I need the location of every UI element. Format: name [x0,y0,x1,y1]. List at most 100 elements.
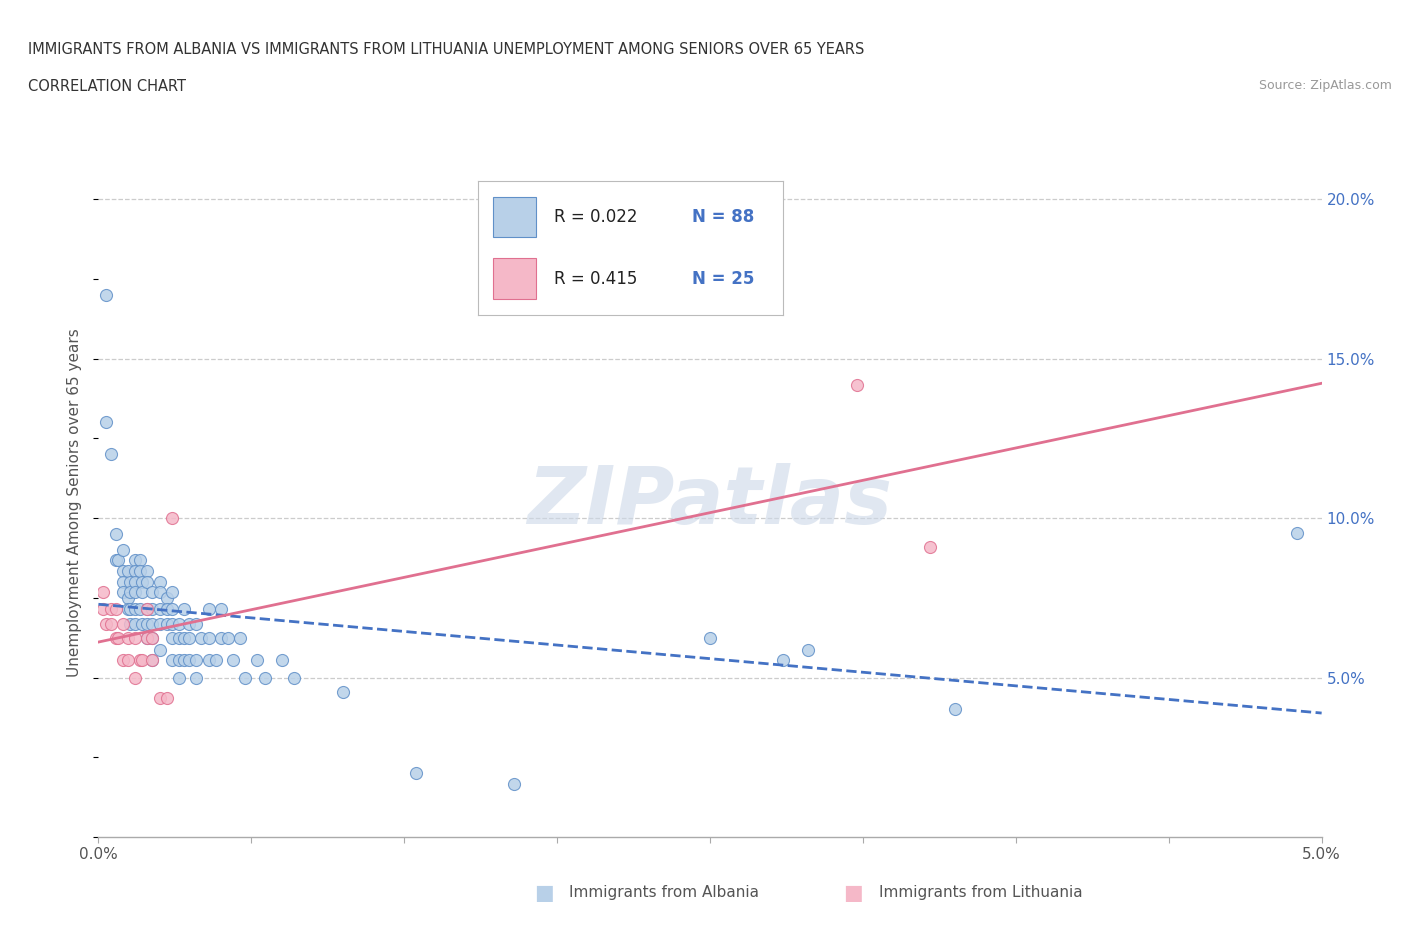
Point [246,652,269,667]
Point [124,602,146,617]
Point [117,591,139,605]
Point [111,584,134,599]
Text: ZIPatlas: ZIPatlas [527,463,893,541]
Point [149,575,172,590]
Point [129,652,152,667]
Point [111,652,134,667]
Point [129,552,152,567]
Y-axis label: Unemployment Among Seniors over 65 years: Unemployment Among Seniors over 65 years [67,328,83,677]
Point [233,671,256,685]
Point [229,631,252,645]
Point [197,652,219,667]
Point [111,542,134,557]
Point [111,575,134,590]
Point [503,777,526,791]
Point [177,652,200,667]
Point [141,652,163,667]
Point [107,552,129,567]
Point [124,631,146,645]
Point [177,631,200,645]
Point [167,631,190,645]
Point [167,617,190,631]
Point [100,617,122,631]
Point [131,575,153,590]
Point [124,584,146,599]
Point [160,652,183,667]
Point [104,526,127,541]
Point [111,617,134,631]
Text: Immigrants from Albania: Immigrants from Albania [569,885,759,900]
Point [117,602,139,617]
Point [141,617,163,631]
Text: ■: ■ [534,883,554,903]
Text: IMMIGRANTS FROM ALBANIA VS IMMIGRANTS FROM LITHUANIA UNEMPLOYMENT AMONG SENIORS : IMMIGRANTS FROM ALBANIA VS IMMIGRANTS FR… [28,42,865,57]
Point [141,631,163,645]
Point [217,631,239,645]
Point [117,652,139,667]
Point [131,652,153,667]
Point [149,691,172,706]
Point [131,617,153,631]
Point [197,631,219,645]
Point [156,691,179,706]
Point [797,642,820,657]
Point [129,602,152,617]
Point [104,602,127,617]
Point [91,584,114,599]
Point [149,602,172,617]
Point [160,631,183,645]
Point [177,617,200,631]
Point [149,584,172,599]
Point [117,631,139,645]
Point [136,575,159,590]
Text: Source: ZipAtlas.com: Source: ZipAtlas.com [1258,79,1392,92]
Text: CORRELATION CHART: CORRELATION CHART [28,79,186,94]
Point [149,617,172,631]
Text: ■: ■ [844,883,863,903]
Point [845,378,868,392]
Point [699,631,721,645]
Point [209,602,232,617]
Text: Immigrants from Lithuania: Immigrants from Lithuania [879,885,1083,900]
Point [136,631,159,645]
Point [1286,526,1309,541]
Point [136,564,159,578]
Point [253,671,276,685]
Point [124,564,146,578]
Point [160,584,183,599]
Point [197,602,219,617]
Point [136,617,159,631]
Point [332,684,354,699]
Point [920,539,942,554]
Point [131,584,153,599]
Point [124,575,146,590]
Point [141,584,163,599]
Point [120,617,142,631]
Point [141,631,163,645]
Point [283,671,305,685]
Point [124,617,146,631]
Point [104,552,127,567]
Point [124,552,146,567]
Point [173,652,195,667]
Point [136,602,159,617]
Point [94,617,117,631]
Point [270,652,292,667]
Point [120,602,142,617]
Point [405,765,427,780]
Point [167,671,190,685]
Point [136,602,159,617]
Point [149,642,172,657]
Point [186,652,208,667]
Point [141,602,163,617]
Point [120,575,142,590]
Point [156,602,179,617]
Point [107,631,129,645]
Point [156,617,179,631]
Point [186,671,208,685]
Point [136,631,159,645]
Point [104,631,127,645]
Point [205,652,228,667]
Point [160,511,183,525]
Point [222,652,245,667]
